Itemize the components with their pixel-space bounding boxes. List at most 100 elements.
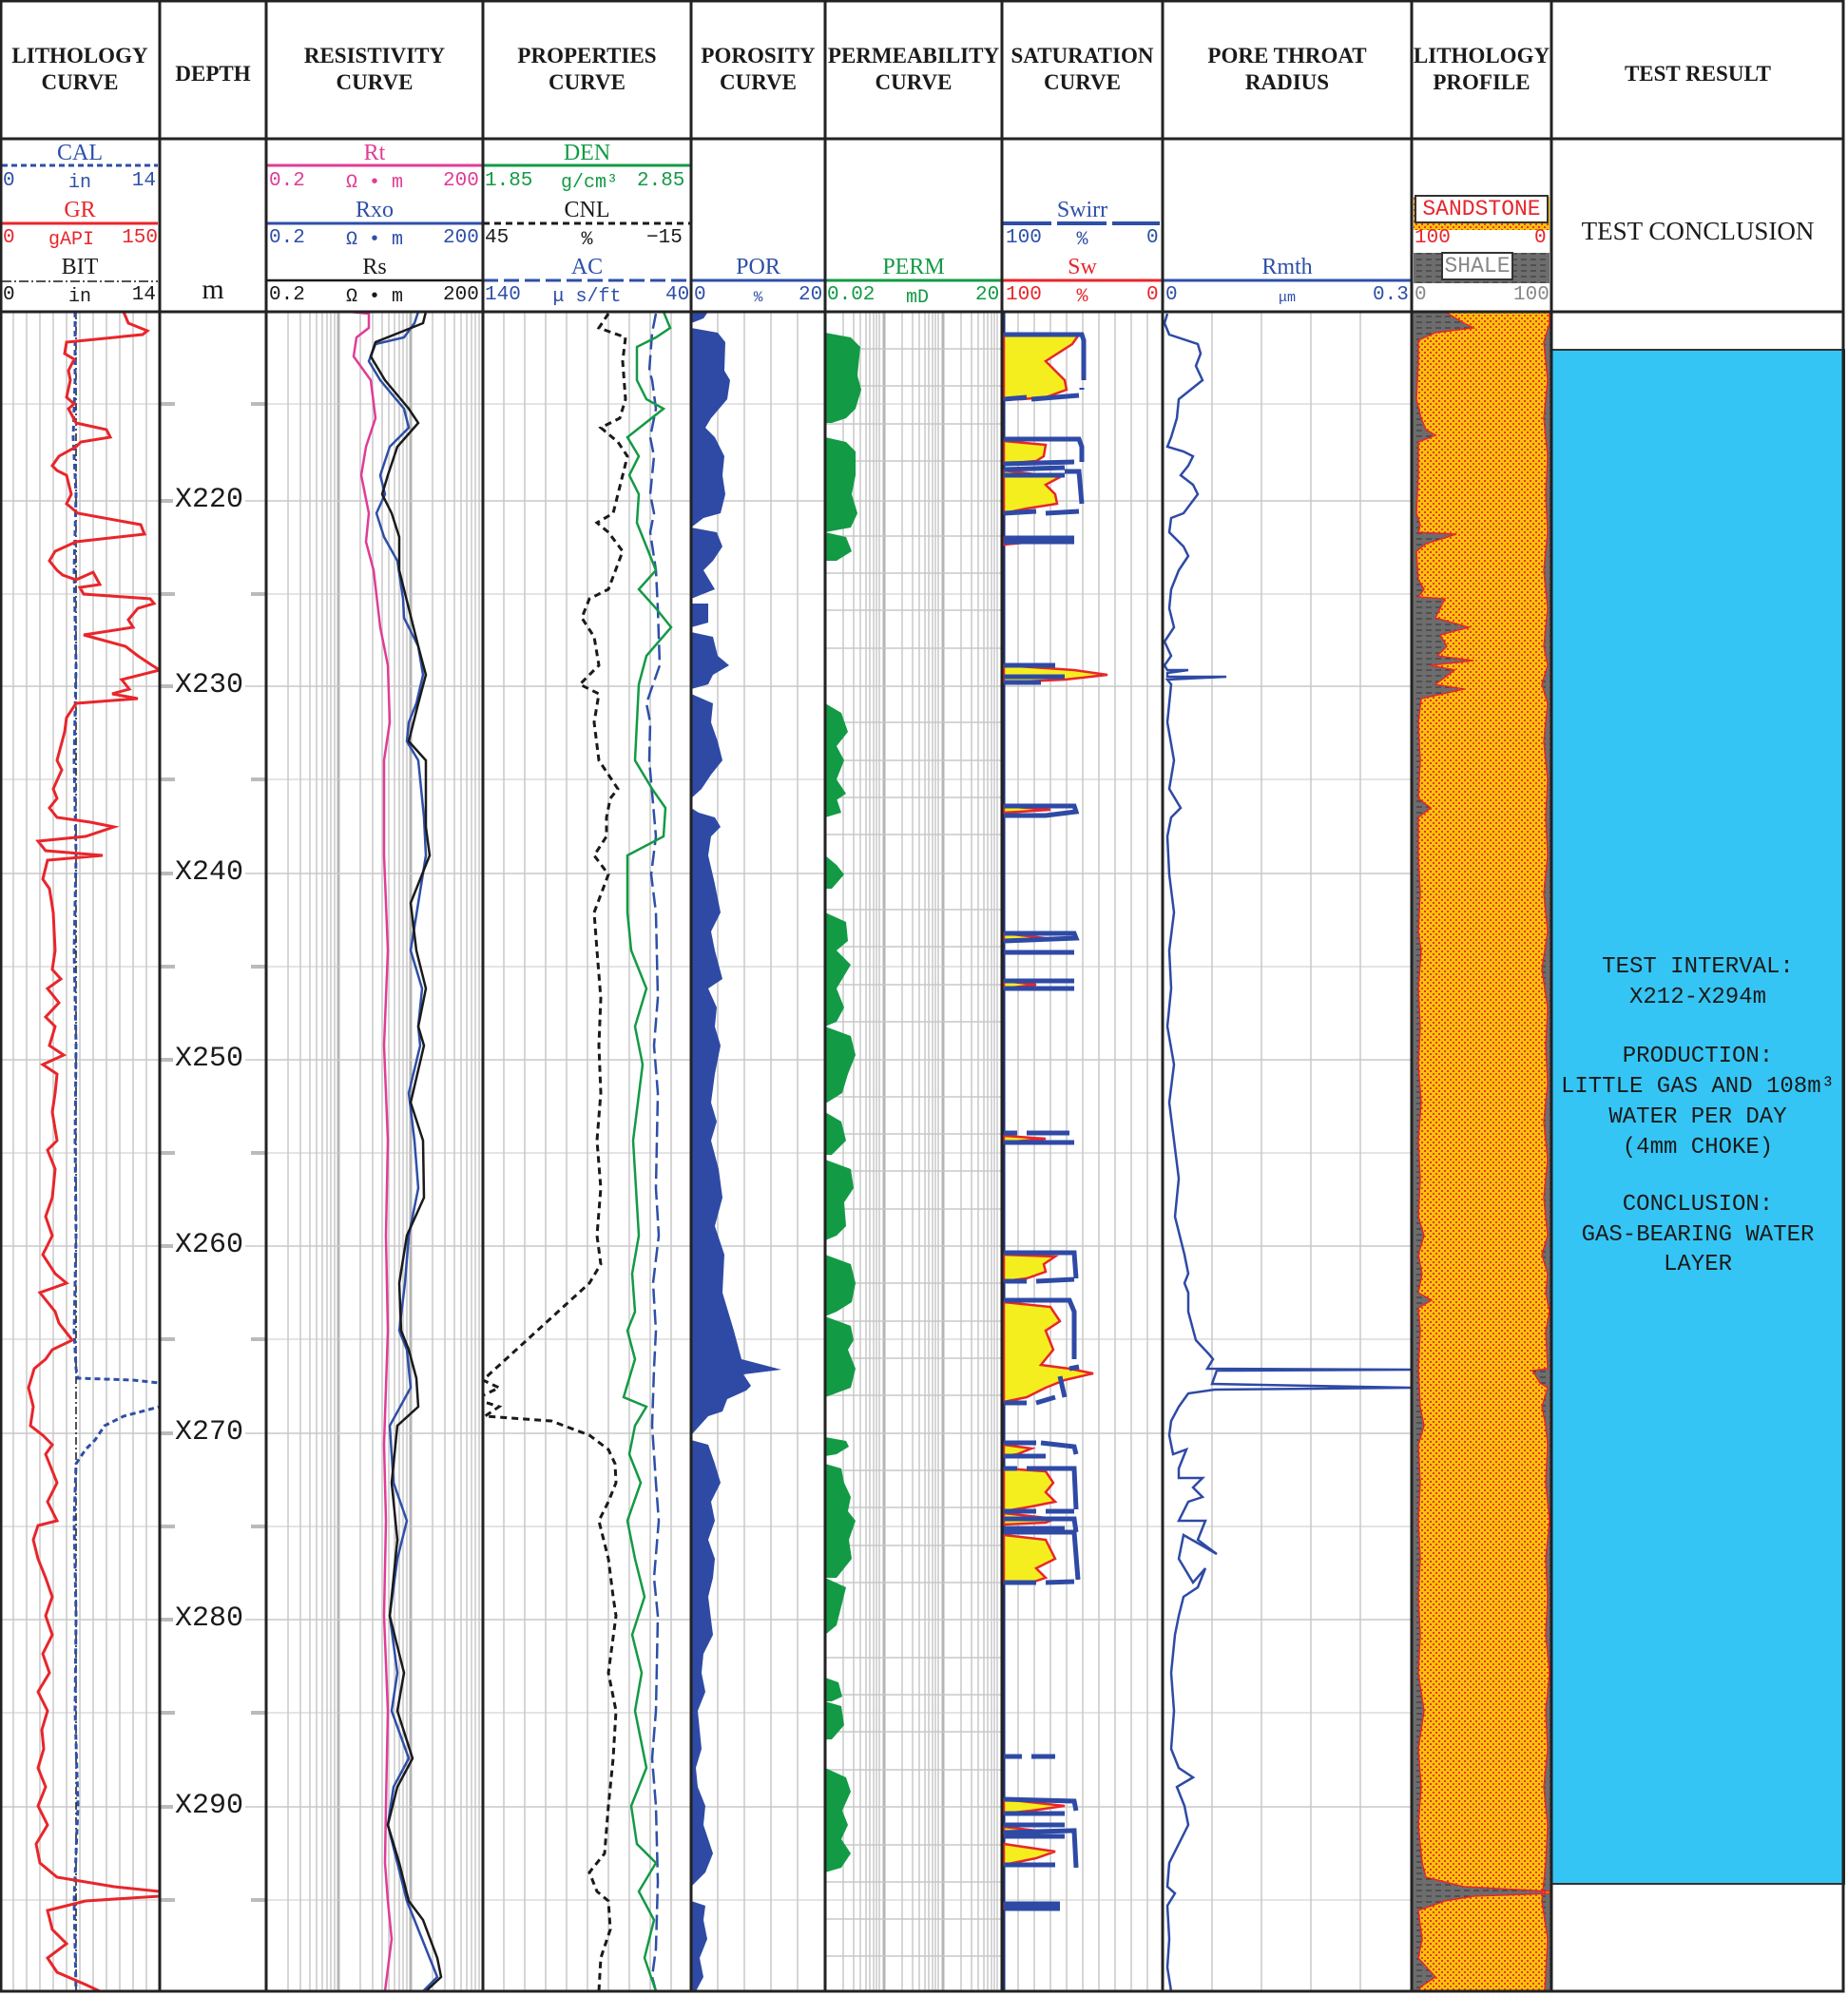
swirr-max: 0 <box>1146 227 1159 249</box>
grid-saturation <box>1017 312 1148 1991</box>
rt-max: 200 <box>443 170 479 192</box>
cal-unit: in <box>67 172 91 194</box>
header-lithology-profile: LITHOLOGY PROFILE <box>1413 44 1550 94</box>
cnl-label: CNL <box>564 198 610 222</box>
test-interval-label: TEST INTERVAL: <box>1602 954 1794 980</box>
cal-curve <box>71 312 160 1992</box>
cal-max: 14 <box>131 170 156 192</box>
perm-fill <box>825 333 861 1872</box>
header-properties-curve: PROPERTIES CURVE <box>517 44 657 94</box>
rxo-curve <box>367 312 439 1992</box>
header-porosity-curve: POROSITY CURVE <box>701 44 816 94</box>
header-saturation-curve: SATURATION CURVE <box>1011 44 1154 94</box>
depth-label-x220: X220 <box>173 484 246 516</box>
cal-label: CAL <box>57 141 103 165</box>
ac-max: 40 <box>665 284 690 306</box>
track-pore-throat <box>1163 313 1412 1992</box>
sandstone-key: SANDSTONE <box>1415 195 1549 223</box>
gr-unit: gAPI <box>48 229 94 251</box>
gr-curve <box>27 312 160 1993</box>
den-max: 2.85 <box>637 170 685 192</box>
cnl-curve <box>483 313 629 1992</box>
cal-min: 0 <box>3 170 15 192</box>
sw-fill <box>1002 333 1108 1910</box>
ac-min: 140 <box>485 284 521 306</box>
gr-label: GR <box>64 198 96 222</box>
grid-properties <box>503 312 672 1991</box>
sandstone-fill <box>1415 312 1551 1992</box>
rs-min: 0.2 <box>269 284 305 306</box>
swirr-unit: % <box>1076 229 1088 251</box>
track-resistivity <box>348 312 443 1992</box>
rs-label: Rs <box>362 255 387 279</box>
rs-max: 200 <box>443 284 479 306</box>
depth-label-x240: X240 <box>173 856 246 889</box>
conclusion-label: CONCLUSION: <box>1622 1192 1774 1218</box>
sandstone-min: 100 <box>1415 227 1451 249</box>
cnl-max: −15 <box>646 227 683 249</box>
den-unit: g/cm³ <box>560 172 618 194</box>
depth-label-x260: X260 <box>173 1229 246 1261</box>
perm-label: PERM <box>882 255 945 279</box>
por-max: 20 <box>799 284 823 306</box>
por-fill <box>691 312 781 1991</box>
test-interval-fill <box>1550 349 1845 1885</box>
por-unit: % <box>753 289 763 306</box>
grid-lithology <box>12 312 147 1991</box>
track-lithology-profile <box>1412 312 1551 1992</box>
rs-unit: Ω • m <box>345 286 403 308</box>
rmth-label: Rmth <box>1261 255 1313 279</box>
perm-max: 20 <box>975 284 1000 306</box>
depth-label-x270: X270 <box>173 1416 246 1449</box>
rt-curve <box>348 312 394 1992</box>
header-resistivity-curve: RESISTIVITY CURVE <box>303 44 446 94</box>
sw-label: Sw <box>1068 255 1097 279</box>
cnl-min: 45 <box>485 227 510 249</box>
sw-max: 0 <box>1146 284 1159 306</box>
gr-min: 0 <box>3 227 15 249</box>
grid-porosity <box>717 312 799 1991</box>
depth-label-x230: X230 <box>173 669 246 701</box>
production-label: PRODUCTION: <box>1622 1044 1774 1069</box>
por-min: 0 <box>694 284 706 306</box>
track-permeability <box>825 333 861 1872</box>
shale-min: 0 <box>1415 284 1427 306</box>
ac-label: AC <box>570 255 604 279</box>
den-min: 1.85 <box>485 170 533 192</box>
rmth-unit: μm <box>1278 290 1296 306</box>
conclusion-value: GAS-BEARING WATER LAYER <box>1581 1222 1815 1277</box>
test-interval-value: X212-X294m <box>1628 985 1767 1010</box>
track-porosity <box>691 312 781 1991</box>
track-properties <box>483 312 673 1992</box>
sw-unit: % <box>1076 286 1088 308</box>
rxo-unit: Ω • m <box>345 229 403 251</box>
rmth-curve <box>1163 313 1412 1992</box>
track-saturation <box>1002 312 1108 1991</box>
rt-label: Rt <box>363 141 386 165</box>
depth-label-x250: X250 <box>173 1043 246 1075</box>
gridlines <box>0 312 1412 1991</box>
production-value-3: (4mm CHOKE) <box>1622 1135 1774 1161</box>
depth-unit: m <box>202 274 224 305</box>
rmth-max: 0.3 <box>1373 284 1409 306</box>
swirr-min: 100 <box>1006 227 1042 249</box>
shale-key: SHALE <box>1441 252 1513 280</box>
test-conclusion-header: TEST CONCLUSION <box>1581 217 1815 245</box>
den-curve <box>622 312 673 1992</box>
gr-max: 150 <box>122 227 158 249</box>
rmth-min: 0 <box>1165 284 1178 306</box>
den-label: DEN <box>563 141 611 165</box>
bit-min: 0 <box>3 284 15 306</box>
header-depth: DEPTH <box>175 62 251 86</box>
cnl-unit: % <box>581 229 593 251</box>
rxo-max: 200 <box>443 227 479 249</box>
rxo-min: 0.2 <box>269 227 305 249</box>
grid-pore-throat <box>1211 312 1361 1991</box>
production-value-1: LITTLE GAS AND 108m³ <box>1560 1074 1836 1100</box>
perm-min: 0.02 <box>827 284 876 306</box>
shale-max: 100 <box>1513 284 1550 306</box>
rxo-label: Rxo <box>355 198 394 222</box>
grid-resistivity <box>287 312 480 1991</box>
